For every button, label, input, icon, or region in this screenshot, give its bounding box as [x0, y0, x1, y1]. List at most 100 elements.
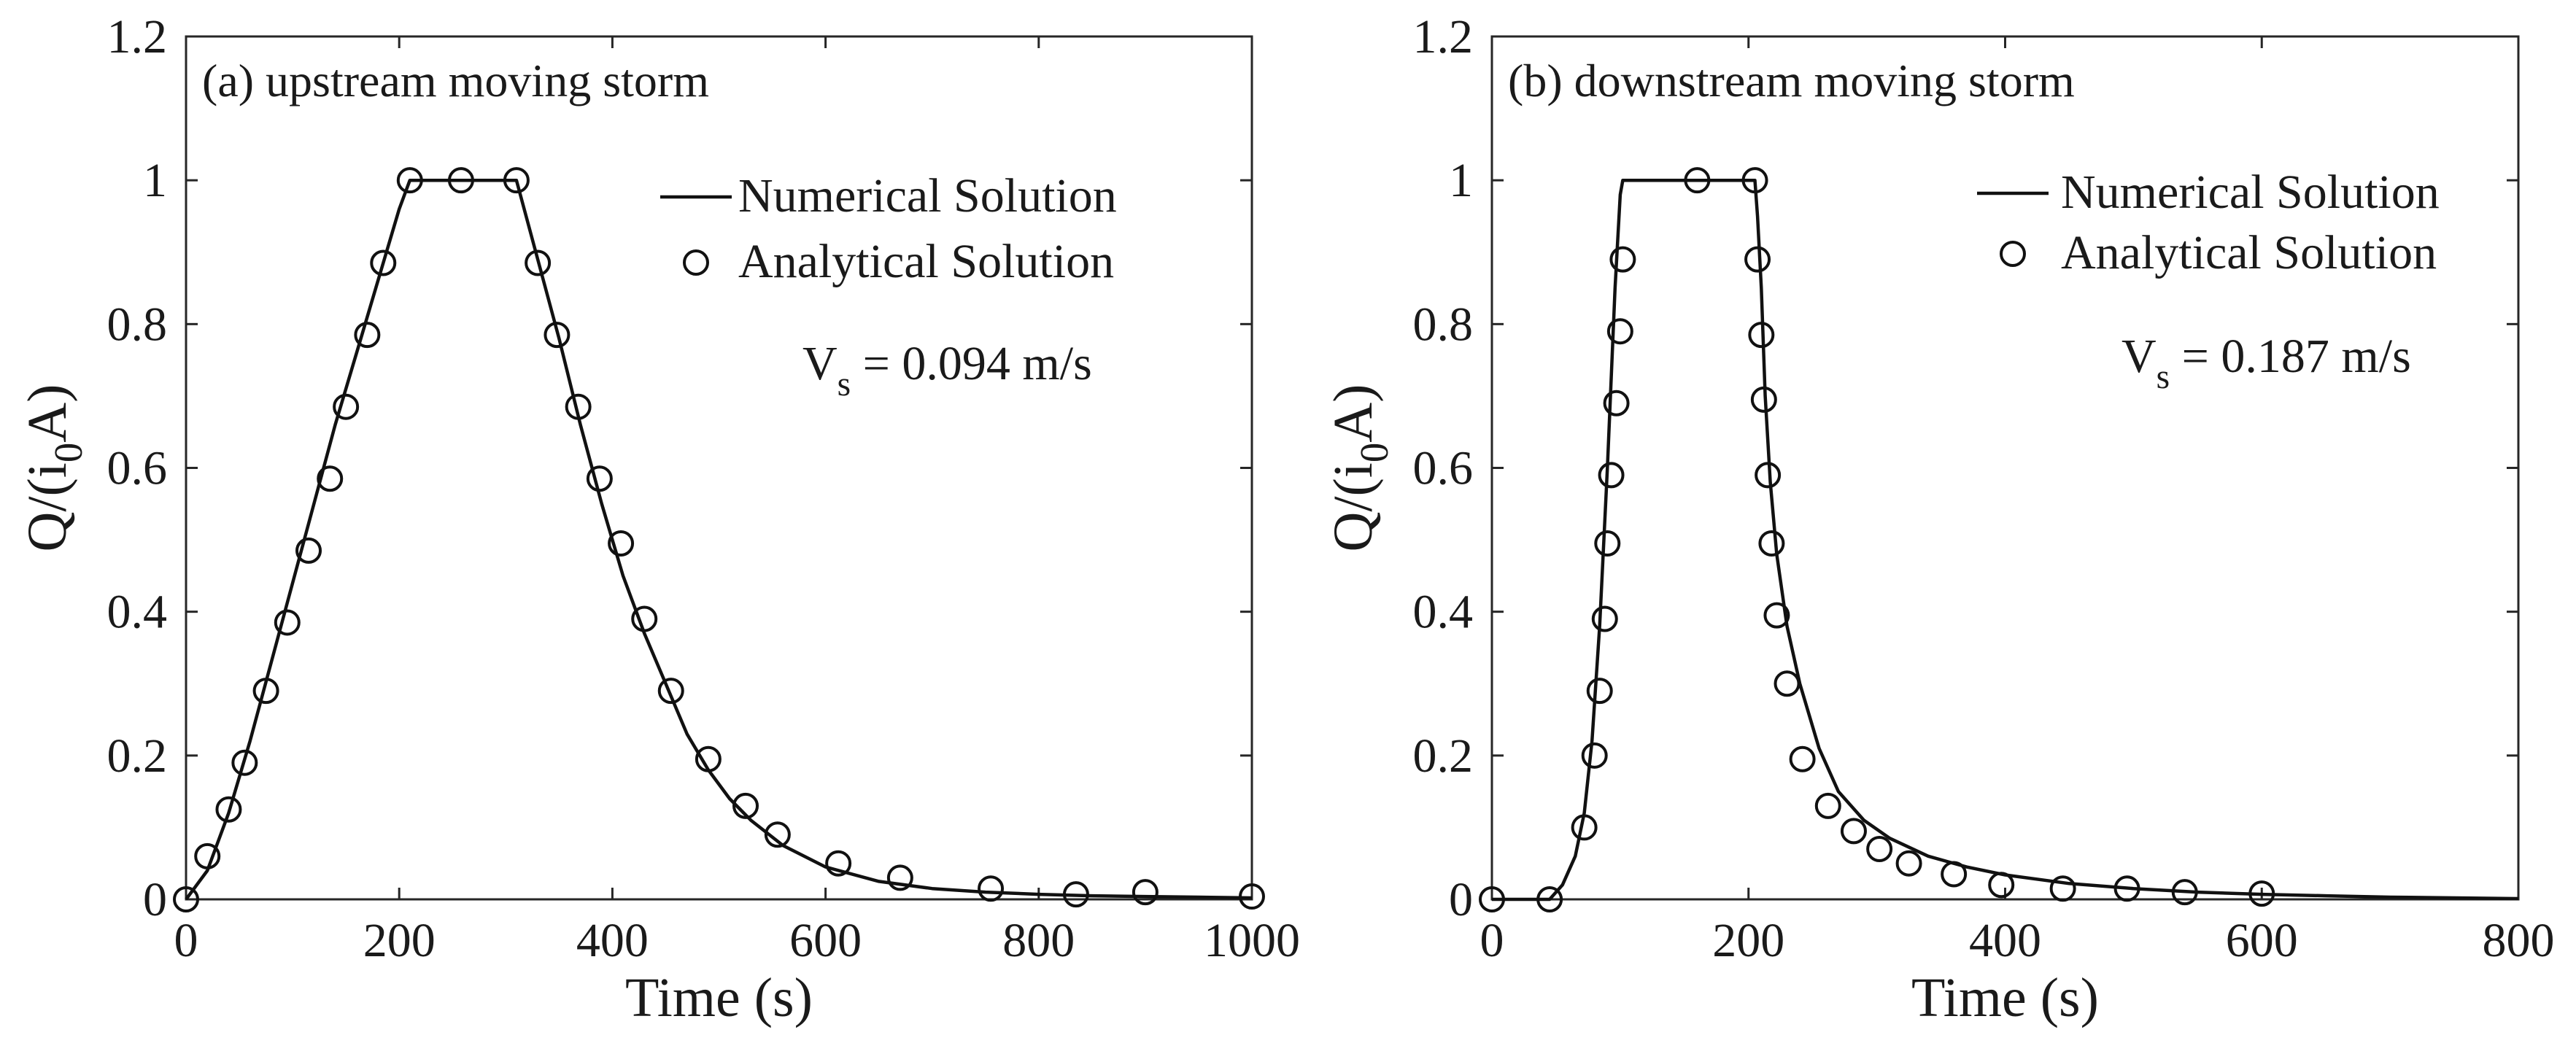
- analytical-solution-point: [396, 167, 423, 194]
- y-tick-label: 0.4: [107, 586, 168, 639]
- x-tick-label: 1000: [1204, 914, 1300, 967]
- analytical-solution-point: [2171, 879, 2198, 906]
- analytical-solution-point: [1598, 462, 1625, 489]
- analytical-solution-point: [1774, 670, 1801, 697]
- x-tick-label: 600: [2226, 914, 2298, 967]
- plot-area-frame: [185, 35, 1253, 901]
- analytical-solution-point: [825, 850, 852, 877]
- legend-label-numerical: Numerical Solution: [2061, 166, 2440, 219]
- y-tick-label: 1: [1449, 154, 1473, 207]
- analytical-solution-point: [586, 465, 613, 492]
- x-tick-label: 800: [1002, 914, 1075, 967]
- y-tick-label: 0: [143, 873, 167, 926]
- analytical-solution-point: [2248, 880, 2275, 907]
- panel-title: (a) upstream moving storm: [202, 55, 709, 106]
- y-tick-label: 0: [1449, 873, 1473, 926]
- analytical-solution-point: [525, 249, 552, 276]
- analytical-solution-point: [1814, 792, 1841, 819]
- analytical-solution-point: [295, 537, 322, 564]
- legend-label-analytical: Analytical Solution: [2061, 226, 2437, 279]
- analytical-solution-point: [447, 167, 474, 194]
- analytical-solution-point: [1789, 745, 1816, 772]
- analytical-solution-point: [1866, 835, 1893, 862]
- analytical-solution-point: [215, 796, 242, 823]
- analytical-solution-point: [1684, 167, 1711, 194]
- analytical-solution-point: [1748, 322, 1775, 349]
- legend-circle-swatch: [683, 249, 709, 276]
- y-axis-label: Q/(i0A): [17, 384, 90, 552]
- analytical-solution-point: [1750, 386, 1777, 413]
- legend-label-numerical: Numerical Solution: [738, 169, 1117, 222]
- x-tick-label: 400: [576, 914, 649, 967]
- y-tick-label: 0.8: [107, 298, 168, 351]
- y-tick-label: 1: [143, 154, 167, 207]
- analytical-solution-point: [173, 886, 199, 912]
- analytical-solution-point: [354, 322, 381, 349]
- analytical-solution-point: [608, 530, 635, 557]
- panel-b-downstream: 0 200 400 600 800 0 0.2 0.4 0.6 0.8 1 1.2 Time (s) Q/…: [1323, 10, 2555, 1028]
- analytical-solution-point: [2113, 875, 2140, 902]
- x-tick-label: 0: [174, 914, 198, 967]
- analytical-solution-point: [503, 167, 530, 194]
- analytical-solution-point: [1536, 886, 1563, 912]
- velocity-annotation: Vs = 0.187 m/s: [2121, 330, 2411, 396]
- analytical-solution-point: [274, 609, 301, 636]
- analytical-solution-point: [1755, 462, 1782, 489]
- analytical-solution-point: [1758, 530, 1785, 557]
- analytical-solution-point: [1609, 246, 1636, 273]
- analytical-solution-point: [764, 821, 791, 848]
- analytical-solution-point: [1594, 530, 1621, 557]
- y-tick-label: 1.2: [107, 10, 168, 63]
- analytical-solution-point: [2049, 875, 2076, 902]
- panel-a-upstream: 0 200 400 600 800 1000 0 0.2 0.4 0.6 0.8 1 1.2 Time (…: [17, 10, 1300, 1028]
- analytical-solution-point: [1062, 881, 1089, 908]
- analytical-solution-point: [1988, 872, 2015, 899]
- analytical-solution-point: [1591, 605, 1618, 632]
- analytical-solution-point: [1586, 678, 1613, 705]
- analytical-solution-point: [565, 393, 592, 420]
- legend-label-analytical: Analytical Solution: [738, 235, 1114, 288]
- y-tick-label: 0.6: [107, 442, 168, 495]
- analytical-solution-point: [695, 745, 722, 772]
- x-tick-label: 400: [1969, 914, 2041, 967]
- y-tick-label: 0.2: [107, 729, 168, 783]
- analytical-solution-point: [1741, 167, 1768, 194]
- analytical-solution-point: [1603, 389, 1630, 416]
- x-tick-label: 0: [1480, 914, 1504, 967]
- y-tick-label: 1.2: [1413, 10, 1474, 63]
- panel-title: (b) downstream moving storm: [1508, 55, 2075, 106]
- analytical-solution-point: [1132, 879, 1159, 906]
- analytical-solution-point: [252, 678, 279, 705]
- analytical-solution-point: [317, 465, 344, 492]
- y-axis-label: Q/(i0A): [1323, 384, 1396, 552]
- analytical-solution-point: [544, 322, 570, 349]
- y-tick-label: 0.4: [1413, 586, 1474, 639]
- numerical-solution-line: [1492, 178, 2519, 902]
- x-tick-label: 800: [2483, 914, 2555, 967]
- analytical-solution-point: [333, 393, 360, 420]
- legend-circle-swatch: [2000, 241, 2026, 267]
- x-axis-label: Time (s): [1911, 967, 2099, 1028]
- x-tick-label: 600: [789, 914, 862, 967]
- analytical-solution-point: [1941, 861, 1968, 888]
- analytical-solution-point: [732, 792, 759, 819]
- analytical-solution-point: [978, 875, 1005, 902]
- analytical-solution-point: [1895, 850, 1922, 877]
- velocity-annotation: Vs = 0.094 m/s: [802, 337, 1092, 403]
- y-tick-label: 0.2: [1413, 729, 1474, 783]
- analytical-solution-point: [370, 249, 397, 276]
- analytical-solution-point: [886, 864, 913, 891]
- analytical-solution-point: [1479, 886, 1505, 912]
- x-axis-label: Time (s): [625, 967, 813, 1028]
- analytical-solution-point: [657, 678, 684, 705]
- analytical-solution-point: [194, 842, 221, 869]
- analytical-solution-point: [1239, 883, 1265, 910]
- numerical-solution-line: [185, 178, 1253, 901]
- analytical-solution-point: [1763, 602, 1790, 629]
- analytical-solution-point: [1581, 742, 1608, 769]
- y-tick-label: 0.8: [1413, 298, 1474, 351]
- y-tick-label: 0.6: [1413, 442, 1474, 495]
- analytical-solution-point: [231, 749, 258, 776]
